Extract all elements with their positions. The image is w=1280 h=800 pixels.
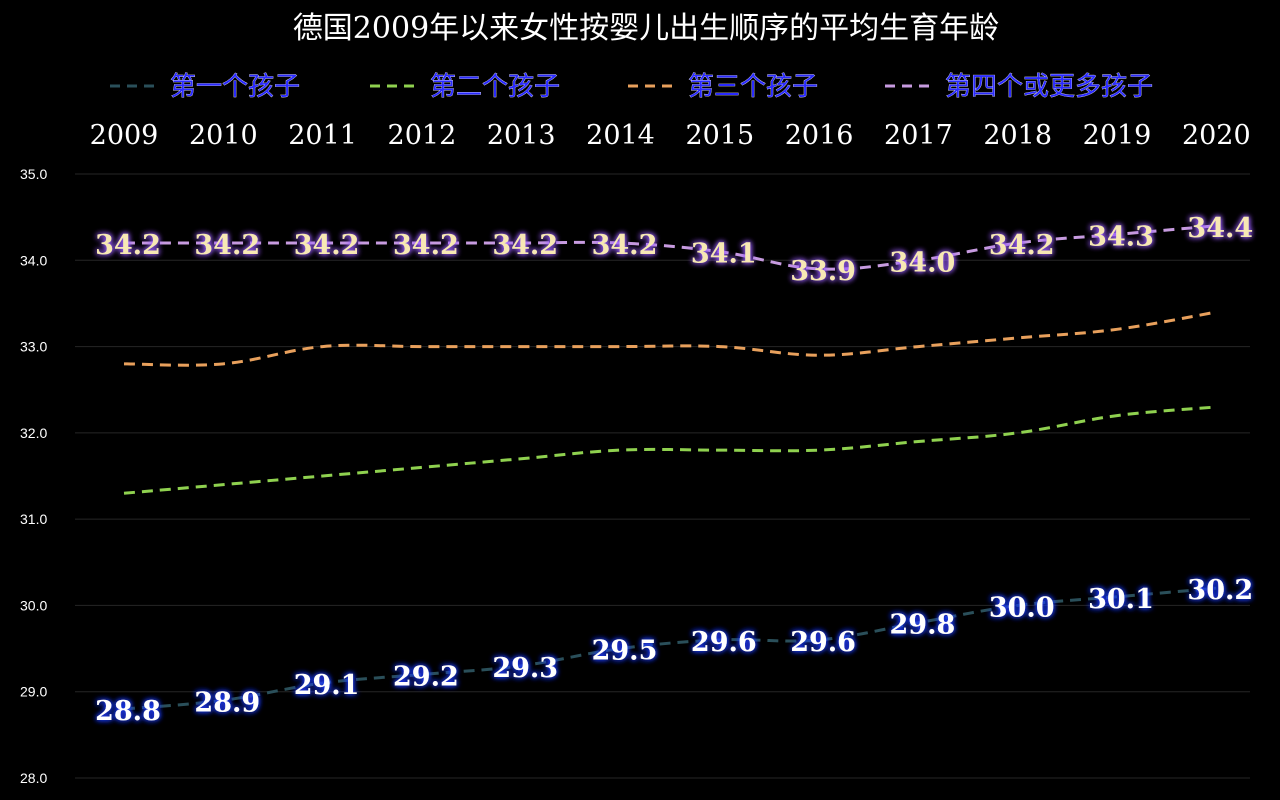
x-tick-label: 2013 (487, 120, 556, 151)
x-tick-label: 2010 (189, 120, 258, 151)
data-label-fourth-plus-child: 34.2 (393, 230, 459, 261)
x-axis-ticks: 2009 2010 2011 2012 2013 2014 2015 2016 2017 2018… (90, 120, 1251, 151)
legend-label: 第三个孩子 (688, 72, 818, 102)
legend-item: 第三个孩子 (628, 72, 818, 102)
data-label-first-child: 29.2 (393, 661, 459, 692)
x-tick-label: 2009 (90, 120, 159, 151)
y-tick-label: 30.0 (20, 597, 47, 613)
data-label-fourth-plus-child: 34.1 (691, 239, 757, 270)
data-label-fourth-plus-child: 34.2 (95, 230, 161, 261)
x-tick-label: 2011 (288, 120, 357, 151)
data-label-fourth-plus-child: 34.0 (890, 247, 956, 278)
data-label-fourth-plus-child: 34.2 (194, 230, 260, 261)
data-label-fourth-plus-child: 34.2 (592, 230, 658, 261)
chart-title: 德国2009年以来女性按婴儿出生顺序的平均生育年龄 (293, 11, 999, 46)
data-label-first-child: 28.8 (95, 696, 161, 727)
y-tick-label: 28.0 (20, 770, 47, 786)
y-tick-label: 34.0 (20, 252, 47, 268)
legend-item: 第一个孩子 (110, 72, 300, 102)
data-label-fourth-plus-child: 34.2 (989, 230, 1055, 261)
x-tick-label: 2012 (388, 120, 457, 151)
data-label-fourth-plus-child: 33.9 (790, 256, 856, 287)
data-label-first-child: 30.2 (1187, 575, 1253, 606)
data-label-first-child: 29.1 (294, 670, 360, 701)
series-line-third-child (123, 310, 1217, 367)
legend-label: 第二个孩子 (430, 72, 560, 102)
data-label-first-child: 29.5 (592, 636, 658, 667)
data-label-fourth-plus-child: 34.4 (1187, 213, 1253, 244)
legend-label: 第一个孩子 (170, 72, 300, 102)
data-label-fourth-plus-child: 34.2 (294, 230, 360, 261)
data-label-first-child: 29.6 (790, 627, 856, 658)
y-tick-label: 29.0 (20, 684, 47, 700)
x-tick-label: 2016 (785, 120, 854, 151)
x-tick-label: 2017 (884, 120, 953, 151)
series-line-first-child (123, 586, 1217, 711)
data-label-first-child: 29.3 (492, 653, 558, 684)
y-tick-label: 32.0 (20, 425, 47, 441)
data-label-fourth-plus-child: 34.3 (1088, 221, 1154, 252)
data-label-first-child: 29.8 (890, 610, 956, 641)
x-tick-label: 2019 (1083, 120, 1152, 151)
legend-label: 第四个或更多孩子 (945, 72, 1153, 102)
series-line-second-child (123, 405, 1217, 495)
y-tick-label: 33.0 (20, 339, 47, 355)
x-tick-label: 2020 (1182, 120, 1251, 151)
legend-item: 第二个孩子 (370, 72, 560, 102)
data-label-first-child: 28.9 (194, 687, 260, 718)
y-tick-label: 35.0 (20, 166, 47, 182)
data-label-first-child: 30.1 (1088, 584, 1154, 615)
y-tick-label: 31.0 (20, 511, 47, 527)
x-tick-label: 2015 (685, 120, 754, 151)
data-label-first-child: 30.0 (989, 592, 1055, 623)
x-tick-label: 2018 (983, 120, 1052, 151)
series-lines (123, 224, 1217, 711)
data-label-fourth-plus-child: 34.2 (492, 230, 558, 261)
data-labels: 28.8 28.9 29.1 29.2 29.3 29.5 29.6 29.6 29.8 30.0… (95, 213, 1253, 727)
legend: 第一个孩子 第二个孩子 第三个孩子 第四个或更多孩子 (110, 72, 1153, 102)
series-line-fourth-plus-child (124, 224, 1217, 271)
y-axis-ticks: 28.0 29.0 30.0 31.0 32.0 33.0 34.0 35.0 (20, 166, 47, 786)
data-label-first-child: 29.6 (691, 627, 757, 658)
legend-item: 第四个或更多孩子 (885, 72, 1153, 102)
x-tick-label: 2014 (586, 120, 655, 151)
